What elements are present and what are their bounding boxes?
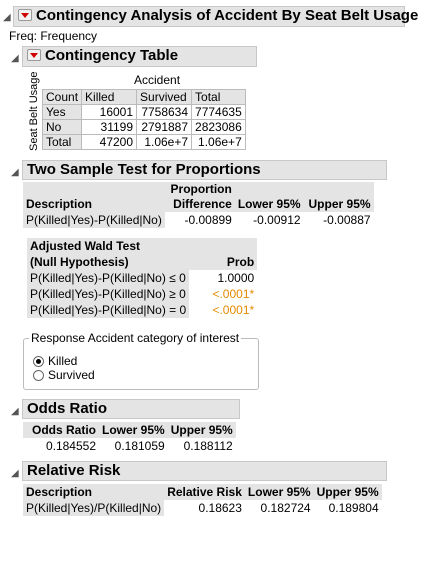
row-header: P(Killed|Yes)/P(Killed|No) <box>23 500 165 516</box>
freq-label: Freq: Frequency <box>9 29 98 43</box>
radio-label: Killed <box>48 354 78 368</box>
col-header: Upper 95% <box>316 485 379 499</box>
row-header: Yes <box>41 104 83 120</box>
table-cell: 1.06e+7 <box>136 134 193 150</box>
table-cell: 1.0000 <box>217 271 255 285</box>
contingency-table: Count Killed Survived Total Yes 16001 77… <box>41 89 246 150</box>
two-sample-header: Two Sample Test for Proportions <box>22 160 387 180</box>
table-cell: <.0001* <box>212 287 255 301</box>
odds-ratio-header: Odds Ratio <box>22 399 240 419</box>
disclosure-triangle-icon[interactable]: ◢ <box>11 167 19 178</box>
red-triangle-menu-icon[interactable] <box>18 9 32 22</box>
disclosure-triangle-icon[interactable]: ◢ <box>11 468 19 479</box>
radio-killed[interactable]: Killed <box>33 354 77 368</box>
table-cell: -0.00887 <box>323 213 371 227</box>
table-cell: <.0001* <box>212 303 255 317</box>
row-header: P(Killed|Yes)-P(Killed|No) ≥ 0 <box>27 286 190 302</box>
table-cell: 47200 <box>81 134 138 150</box>
col-header: Lower 95% <box>102 423 165 437</box>
row-header: No <box>41 119 83 135</box>
table-cell: 0.188112 <box>183 439 233 453</box>
corner-label: Count <box>41 89 83 105</box>
table-cell: 7774635 <box>191 104 246 120</box>
response-legend: Response Accident category of interest <box>29 331 242 345</box>
col-header: Description <box>26 485 93 499</box>
table-cell: 31199 <box>81 119 138 135</box>
radio-unselected-icon[interactable] <box>33 370 44 382</box>
row-variable-label: Seat Belt Usage <box>28 71 40 152</box>
row-header: P(Killed|Yes)-P(Killed|No) ≤ 0 <box>27 270 190 286</box>
radio-label: Survived <box>48 368 95 382</box>
row-header: Total <box>41 134 83 150</box>
table-cell: 0.18623 <box>198 501 242 515</box>
col-header: Proportion <box>170 182 232 196</box>
col-variable-label: Accident <box>134 73 181 87</box>
table-cell: 0.181059 <box>114 439 165 453</box>
radio-selected-icon[interactable] <box>33 356 44 368</box>
odds-ratio-table: Odds Ratio Lower 95% Upper 95% 0.184552 … <box>23 422 236 454</box>
radio-survived[interactable]: Survived <box>33 368 95 382</box>
relative-risk-table: Description Relative Risk Lower 95% Uppe… <box>23 484 382 516</box>
table-cell: 7758634 <box>136 104 193 120</box>
red-triangle-menu-icon[interactable] <box>27 49 41 62</box>
table-cell: 16001 <box>81 104 138 120</box>
wald-test-table: Adjusted Wald Test (Null Hypothesis) Pro… <box>27 238 258 318</box>
report-title: Contingency Analysis of Accident By Seat… <box>36 7 419 24</box>
col-header: Lower 95% <box>247 485 311 499</box>
col-header: Adjusted Wald Test <box>30 239 141 253</box>
report-title-bar: Contingency Analysis of Accident By Seat… <box>13 6 418 27</box>
disclosure-triangle-icon[interactable]: ◢ <box>11 53 19 64</box>
col-header: Relative Risk <box>167 485 242 499</box>
col-header: Odds Ratio <box>31 423 96 437</box>
table-cell: 0.189804 <box>328 501 379 515</box>
col-header: Upper 95% <box>170 423 233 437</box>
row-header: P(Killed|Yes)-P(Killed|No) = 0 <box>27 302 190 318</box>
col-header: Killed <box>81 89 138 105</box>
col-header: Description <box>26 197 93 211</box>
row-header: P(Killed|Yes)-P(Killed|No) <box>23 212 165 228</box>
col-header: Difference <box>173 197 232 211</box>
col-header: Upper 95% <box>308 197 371 211</box>
table-cell: 1.06e+7 <box>191 134 246 150</box>
relative-risk-header: Relative Risk <box>22 461 387 481</box>
contingency-table-title: Contingency Table <box>45 47 179 64</box>
table-cell: 2791887 <box>136 119 193 135</box>
table-cell: -0.00912 <box>253 213 301 227</box>
contingency-table-header: Contingency Table <box>22 46 257 67</box>
col-header: Prob <box>226 255 255 269</box>
disclosure-triangle-icon[interactable]: ◢ <box>3 12 11 23</box>
col-header: (Null Hypothesis) <box>30 255 129 269</box>
table-cell: -0.00899 <box>184 213 232 227</box>
col-header: Lower 95% <box>237 197 301 211</box>
disclosure-triangle-icon[interactable]: ◢ <box>11 406 19 417</box>
two-sample-table: Proportion Description Difference Lower … <box>23 182 374 228</box>
col-header: Survived <box>136 89 193 105</box>
col-header: Total <box>191 89 246 105</box>
table-cell: 0.182724 <box>260 501 311 515</box>
table-cell: 0.184552 <box>45 439 96 453</box>
table-cell: 2823086 <box>191 119 246 135</box>
